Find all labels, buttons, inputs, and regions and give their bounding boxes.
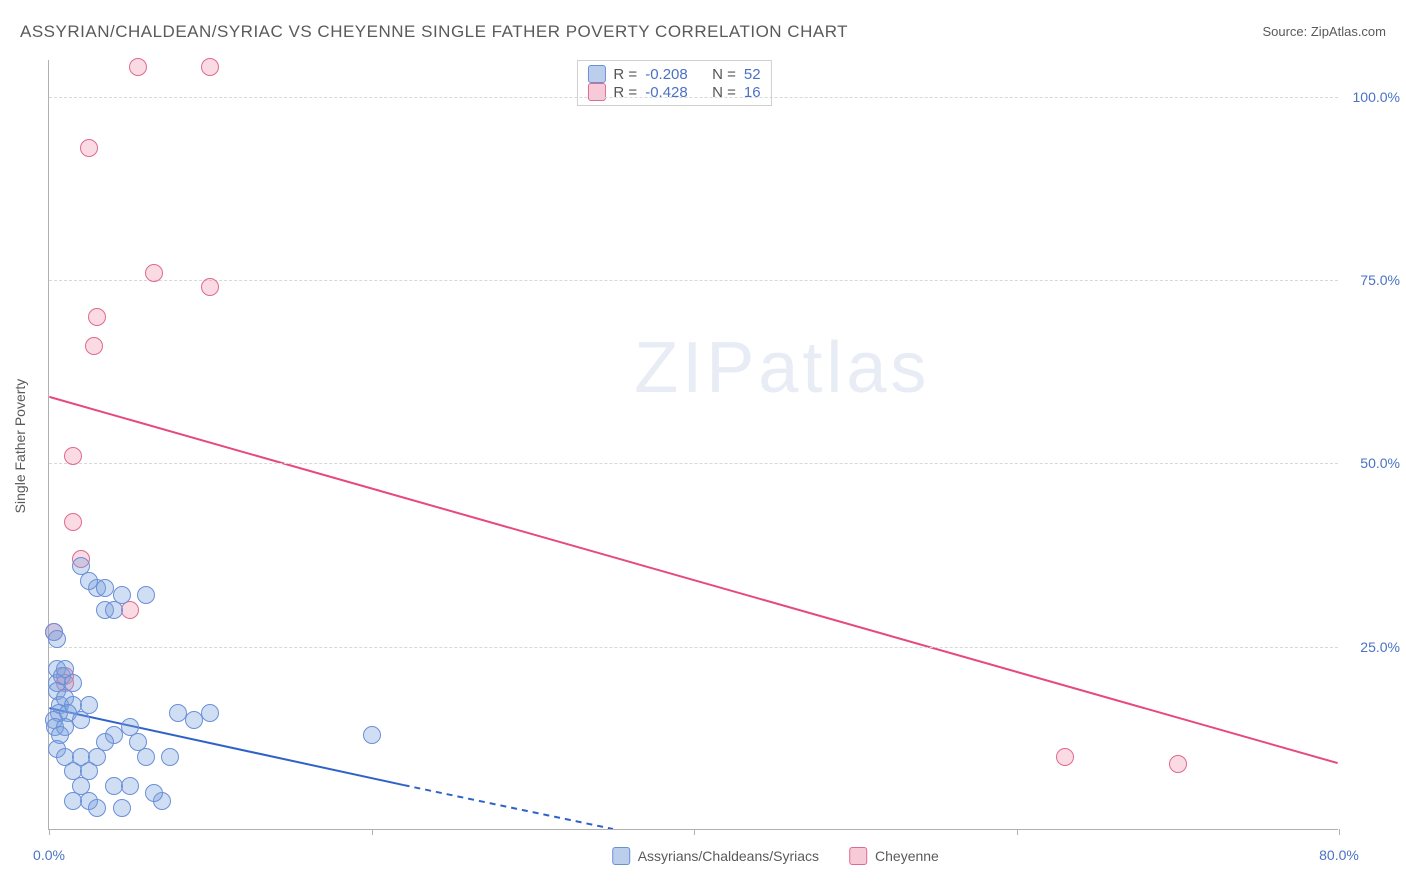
swatch-blue-icon (587, 65, 605, 83)
data-point-blue (113, 799, 131, 817)
data-point-pink (80, 139, 98, 157)
n-label: N = (712, 66, 736, 83)
data-point-pink (64, 513, 82, 531)
data-point-pink (1056, 748, 1074, 766)
watermark-atlas: atlas (758, 328, 930, 408)
data-point-blue (137, 586, 155, 604)
stats-row-blue: R = -0.208 N = 52 (587, 65, 760, 83)
xtick-label: 80.0% (1319, 847, 1359, 863)
data-point-blue (121, 777, 139, 795)
r-label: R = (613, 84, 637, 101)
y-axis-label: Single Father Poverty (12, 379, 28, 514)
n-label: N = (712, 84, 736, 101)
data-point-blue (88, 799, 106, 817)
gridline (49, 647, 1338, 648)
data-point-pink (201, 58, 219, 76)
data-point-pink (64, 447, 82, 465)
gridline (49, 280, 1338, 281)
data-point-blue (169, 704, 187, 722)
data-point-blue (80, 696, 98, 714)
data-point-blue (129, 733, 147, 751)
legend-item-pink: Cheyenne (849, 847, 939, 865)
gridline (49, 97, 1338, 98)
data-point-blue (363, 726, 381, 744)
legend-item-blue: Assyrians/Chaldeans/Syriacs (612, 847, 819, 865)
xtick (49, 829, 50, 835)
watermark: ZIPatlas (634, 327, 930, 409)
stats-row-pink: R = -0.428 N = 16 (587, 83, 760, 101)
data-point-blue (72, 557, 90, 575)
xtick (372, 829, 373, 835)
n-value-blue: 52 (744, 66, 761, 83)
legend-swatch-pink-icon (849, 847, 867, 865)
source-prefix: Source: (1262, 24, 1310, 39)
legend-bottom: Assyrians/Chaldeans/Syriacs Cheyenne (612, 847, 939, 865)
data-point-blue (145, 784, 163, 802)
gridline (49, 463, 1338, 464)
data-point-blue (201, 704, 219, 722)
data-point-blue (48, 630, 66, 648)
r-value-blue: -0.208 (645, 66, 688, 83)
data-point-blue (96, 733, 114, 751)
r-label: R = (613, 66, 637, 83)
data-point-pink (201, 278, 219, 296)
trend-line (49, 397, 1337, 763)
data-point-blue (72, 777, 90, 795)
watermark-zip: ZIP (634, 328, 758, 408)
data-point-pink (88, 308, 106, 326)
data-point-blue (64, 674, 82, 692)
n-value-pink: 16 (744, 84, 761, 101)
ytick-label: 100.0% (1353, 89, 1400, 105)
data-point-blue (105, 601, 123, 619)
chart-plot-area: ZIPatlas R = -0.208 N = 52 R = -0.428 N … (48, 60, 1338, 830)
trend-line (404, 785, 613, 829)
ytick-label: 50.0% (1360, 455, 1400, 471)
swatch-pink-icon (587, 83, 605, 101)
chart-title: ASSYRIAN/CHALDEAN/SYRIAC VS CHEYENNE SIN… (20, 22, 848, 42)
data-point-pink (129, 58, 147, 76)
source-attribution: Source: ZipAtlas.com (1262, 24, 1386, 39)
xtick (1339, 829, 1340, 835)
data-point-pink (145, 264, 163, 282)
data-point-pink (85, 337, 103, 355)
source-name: ZipAtlas.com (1311, 24, 1386, 39)
xtick (1017, 829, 1018, 835)
ytick-label: 75.0% (1360, 272, 1400, 288)
xtick-label: 0.0% (33, 847, 65, 863)
correlation-stats-box: R = -0.208 N = 52 R = -0.428 N = 16 (576, 60, 771, 106)
data-point-blue (161, 748, 179, 766)
legend-label-blue: Assyrians/Chaldeans/Syriacs (638, 848, 819, 864)
legend-swatch-blue-icon (612, 847, 630, 865)
legend-label-pink: Cheyenne (875, 848, 939, 864)
ytick-label: 25.0% (1360, 639, 1400, 655)
xtick (694, 829, 695, 835)
trend-lines-layer (49, 60, 1338, 829)
r-value-pink: -0.428 (645, 84, 688, 101)
data-point-pink (1169, 755, 1187, 773)
